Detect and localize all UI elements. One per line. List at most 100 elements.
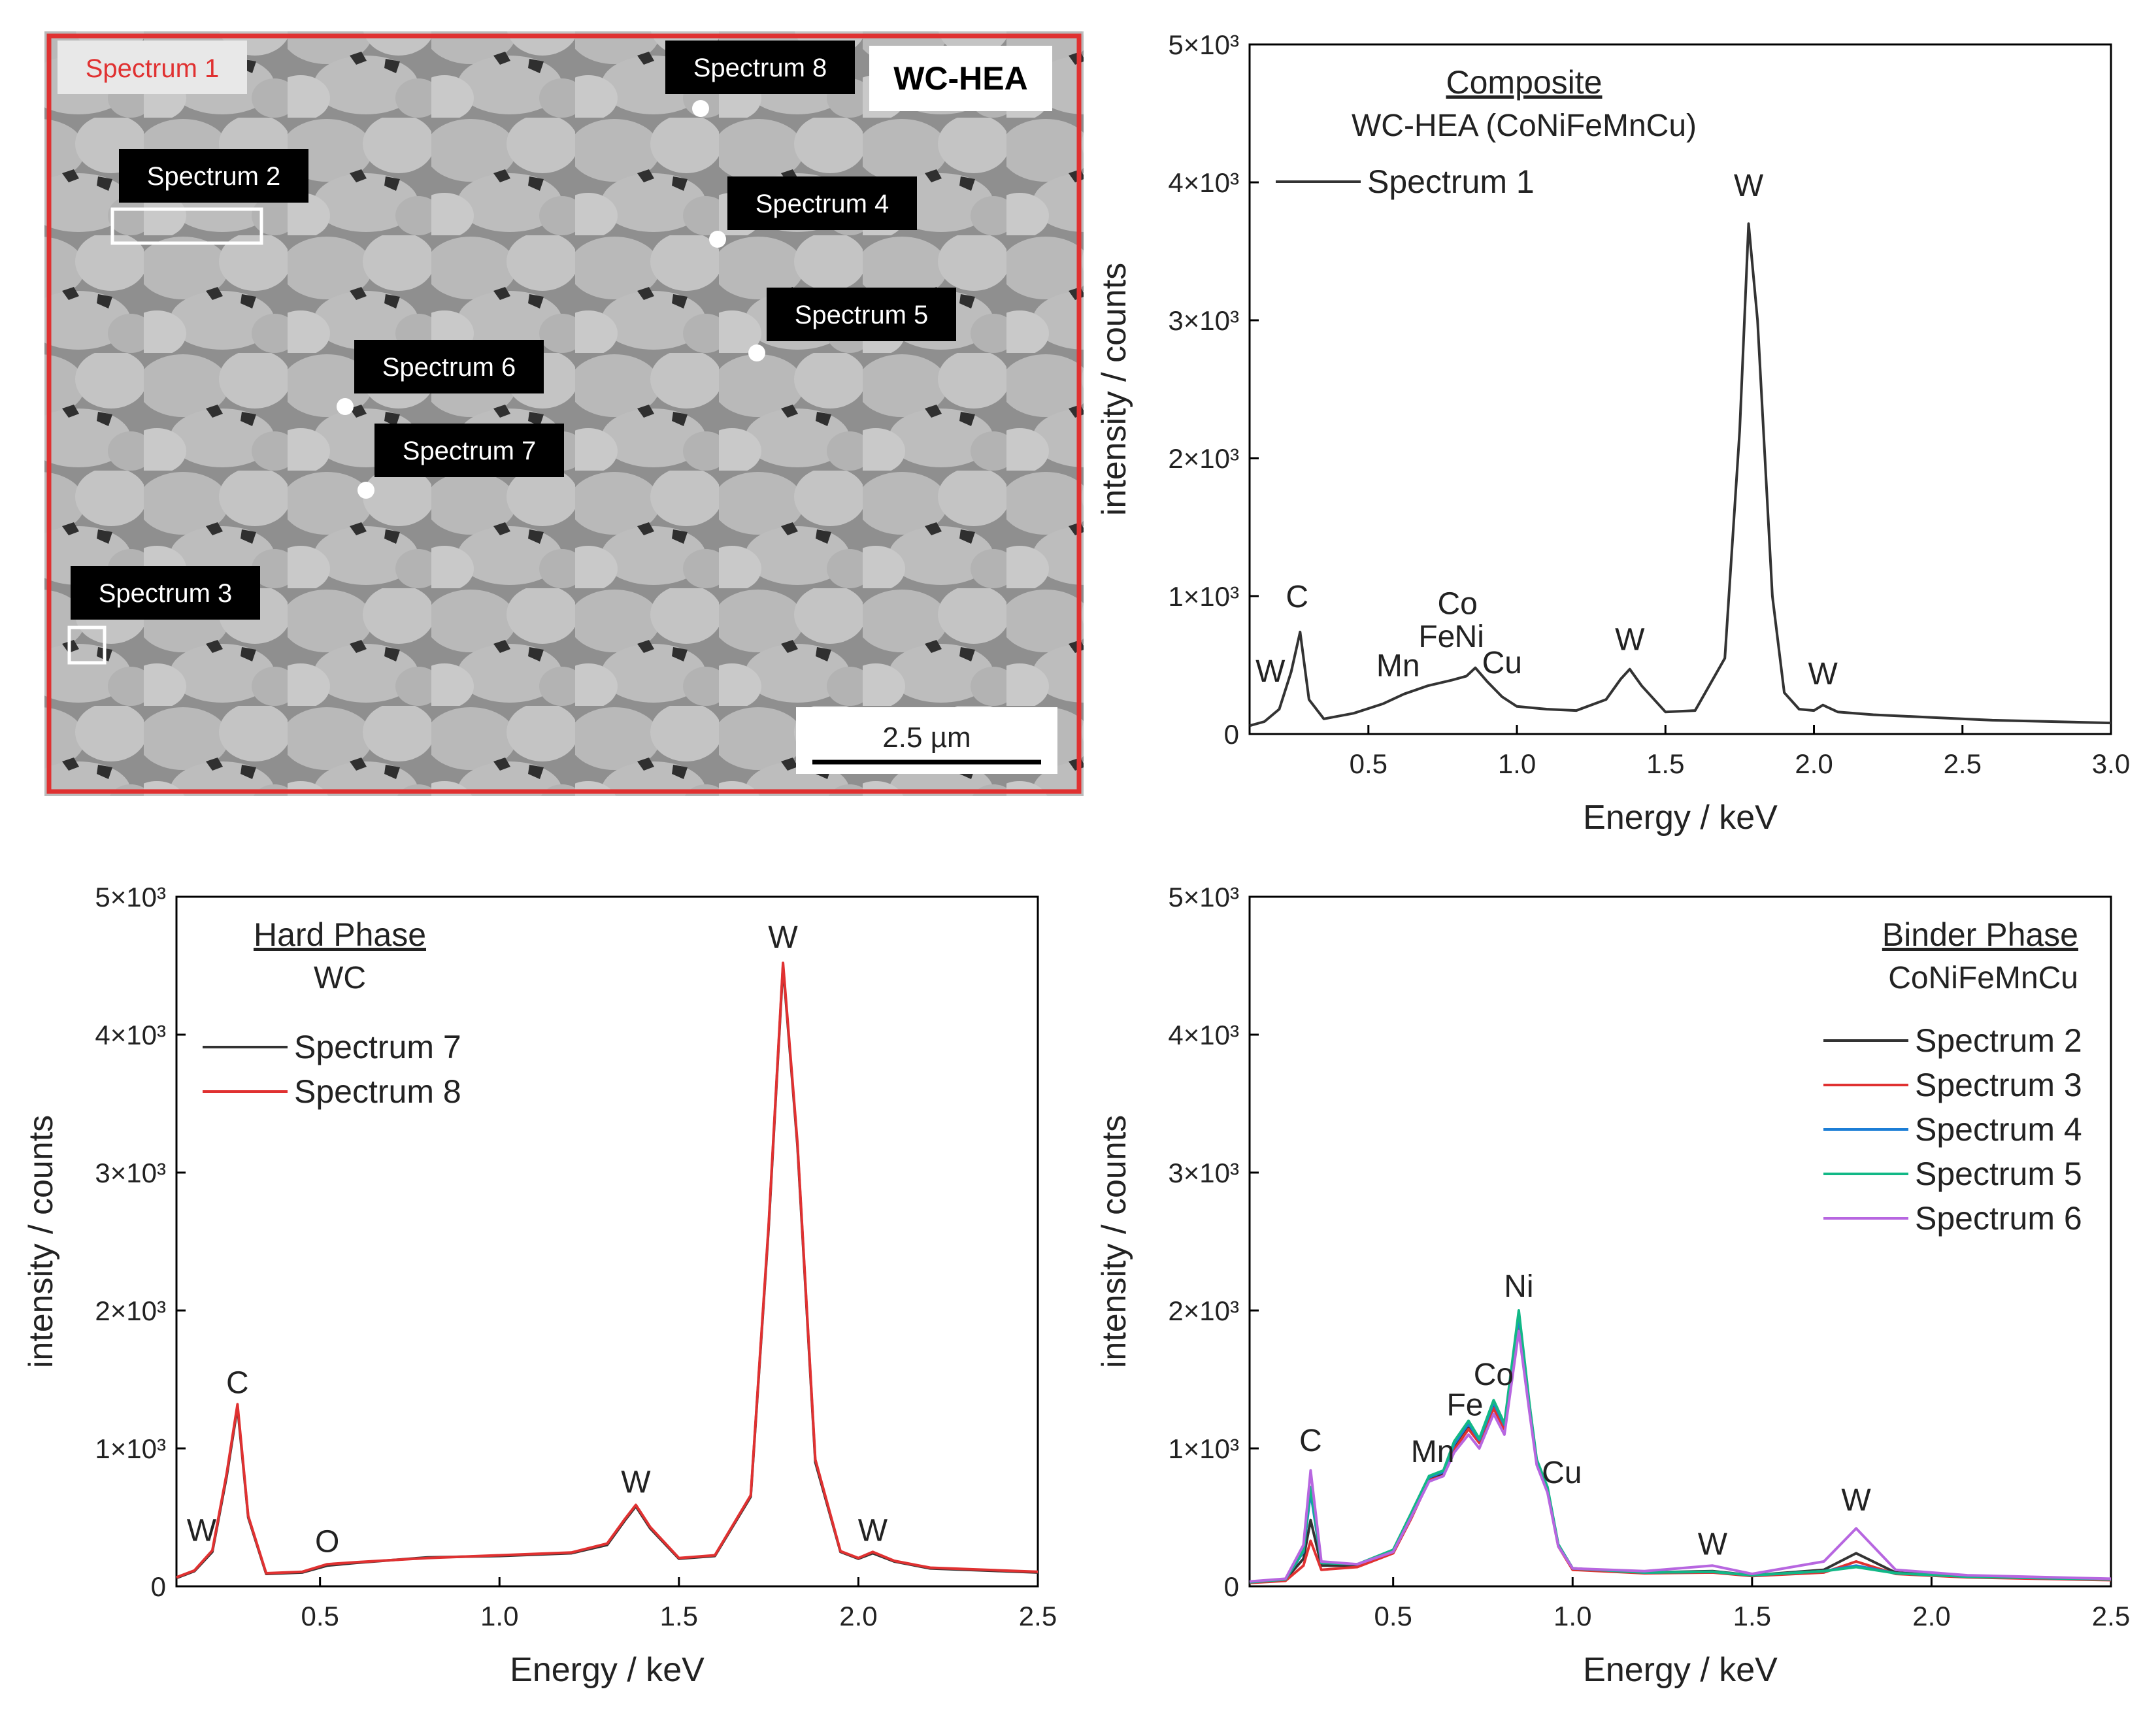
peak-label: C [1299,1424,1322,1458]
x-tick-label: 1.0 [1498,748,1536,779]
panel-heading: Composite [1446,64,1603,101]
y-tick-label: 5×10³ [1168,882,1239,912]
plot-frame [1248,43,2112,735]
spectrum-7-label: Spectrum 7 [403,437,537,465]
panel-subheading: WC [314,961,366,995]
binder-phase-spectrum-chart: 0.5 1.0 1.5 2.0 2.5 0 1×10³ 2×10³ 3×10³ 4×10³ 5×10… [1095,882,2130,1689]
plot-frame [1248,895,2112,1588]
scale-bar-label: 2.5 µm [882,722,971,754]
peak-label: Cu [1482,646,1522,680]
spectrum-3-marker[interactable]: Spectrum 3 [67,566,260,665]
plot-frame [175,895,1039,1588]
spectrum-1-label-bg [58,41,247,94]
peak-label: Fe [1418,620,1455,654]
peak-label: O [315,1524,339,1559]
x-tick-label: 2.0 [839,1601,877,1631]
peak-label: W [1808,657,1838,692]
peak-label: Fe [1446,1388,1483,1422]
scale-bar: 2.5 µm [796,707,1057,774]
peak-label: Ni [1504,1269,1533,1304]
series-line-spectrum-3 [1249,1326,2112,1584]
spectrum-5-marker[interactable]: Spectrum 5 [748,288,956,361]
panel-subheading: WC-HEA (CoNiFeMnCu) [1352,108,1697,143]
peak-label: Ni [1455,620,1484,654]
micrograph-title-bg [869,46,1052,111]
y-tick-label: 4×10³ [1168,167,1239,198]
y-tick-label: 1×10³ [1168,581,1239,612]
series-line-spectrum-6 [1249,1329,2112,1583]
hard-phase-spectrum-chart: 0.5 1.0 1.5 2.0 2.5 0 1×10³ 2×10³ 3×10³ 4×10³ 5×10… [22,882,1057,1689]
panel-heading: Hard Phase [254,916,426,953]
spectrum-1-label: Spectrum 1 [86,54,220,83]
y-tick-label: 0 [151,1571,166,1602]
y-tick-label: 1×10³ [95,1433,166,1464]
series-line-spectrum-2 [1249,1323,2112,1584]
y-tick-label: 4×10³ [95,1020,166,1050]
panel-subheading: CoNiFeMnCu [1888,961,2078,995]
x-tick-label: 2.5 [2092,1601,2130,1631]
spectrum-2-marker[interactable]: Spectrum 2 [110,149,308,245]
x-axis-title: Energy / keV [1583,1651,1778,1689]
y-tick-label: 3×10³ [1168,1158,1239,1188]
spectrum-6-label: Spectrum 6 [382,353,516,382]
sem-micrograph: Spectrum 1 WC-HEA Spectrum 2 Spectrum 3 … [44,31,1084,796]
x-tick-label: 1.0 [1553,1601,1591,1631]
series-line-spectrum-5 [1249,1309,2112,1584]
legend-label: Spectrum 8 [294,1073,461,1110]
spectrum-5-label: Spectrum 5 [795,301,929,329]
peak-label: Co [1437,586,1477,621]
peak-label: C [1286,580,1308,614]
x-tick-label: 0.5 [1374,1601,1412,1631]
y-tick-label: 2×10³ [1168,443,1239,474]
peak-label: Cu [1542,1456,1582,1490]
y-tick-label: 3×10³ [95,1158,166,1188]
series-line-spectrum-1 [1249,222,2112,727]
x-tick-label: 1.5 [660,1601,698,1631]
peak-label: W [1734,169,1764,203]
legend-label: Spectrum 1 [1367,163,1535,200]
x-tick-label: 3.0 [2092,748,2130,779]
legend-label: Spectrum 4 [1915,1111,2082,1148]
peak-label: W [1841,1483,1871,1518]
y-tick-label: 5×10³ [1168,29,1239,60]
micrograph-image [44,31,1084,796]
peak-label: W [1615,622,1645,657]
spectrum-8-marker[interactable]: Spectrum 8 [665,41,855,117]
legend-label: Spectrum 3 [1915,1067,2082,1103]
legend-label: Spectrum 6 [1915,1200,2082,1237]
spectrum-8-label: Spectrum 8 [693,54,827,82]
micrograph-title: WC-HEA [893,60,1028,97]
x-axis-title: Energy / keV [1583,799,1778,837]
x-tick-label: 1.0 [480,1601,518,1631]
legend-label: Spectrum 2 [1915,1022,2082,1059]
y-tick-label: 2×10³ [95,1295,166,1326]
y-tick-label: 0 [1224,1571,1239,1602]
peak-label: Mn [1411,1435,1455,1469]
x-tick-label: 0.5 [1350,748,1387,779]
x-tick-label: 2.5 [1019,1601,1057,1631]
series-line-spectrum-8 [176,961,1038,1579]
y-tick-label: 1×10³ [1168,1433,1239,1464]
spectrum-3-label: Spectrum 3 [99,579,233,608]
x-tick-label: 0.5 [301,1601,339,1631]
y-tick-label: 2×10³ [1168,1295,1239,1326]
peak-label: W [768,920,798,955]
y-axis-title: intensity / counts [1095,1115,1133,1368]
x-tick-label: 2.0 [1912,1601,1950,1631]
spectrum-6-marker[interactable]: Spectrum 6 [337,340,544,415]
x-tick-label: 2.5 [1944,748,1982,779]
x-tick-label: 2.0 [1795,748,1833,779]
panel-heading: Binder Phase [1882,916,2078,953]
series-line-spectrum-4 [1249,1316,2112,1584]
spectrum-4-marker[interactable]: Spectrum 4 [709,176,917,248]
legend-label: Spectrum 7 [294,1029,461,1065]
peak-label: W [1255,654,1286,689]
y-axis-title: intensity / counts [22,1115,60,1368]
spectrum-1-area[interactable] [46,33,1082,794]
x-tick-label: 1.5 [1733,1601,1771,1631]
y-tick-label: 4×10³ [1168,1020,1239,1050]
peak-label: Mn [1376,648,1420,683]
spectrum-7-marker[interactable]: Spectrum 7 [357,424,564,499]
peak-label: W [187,1513,217,1548]
